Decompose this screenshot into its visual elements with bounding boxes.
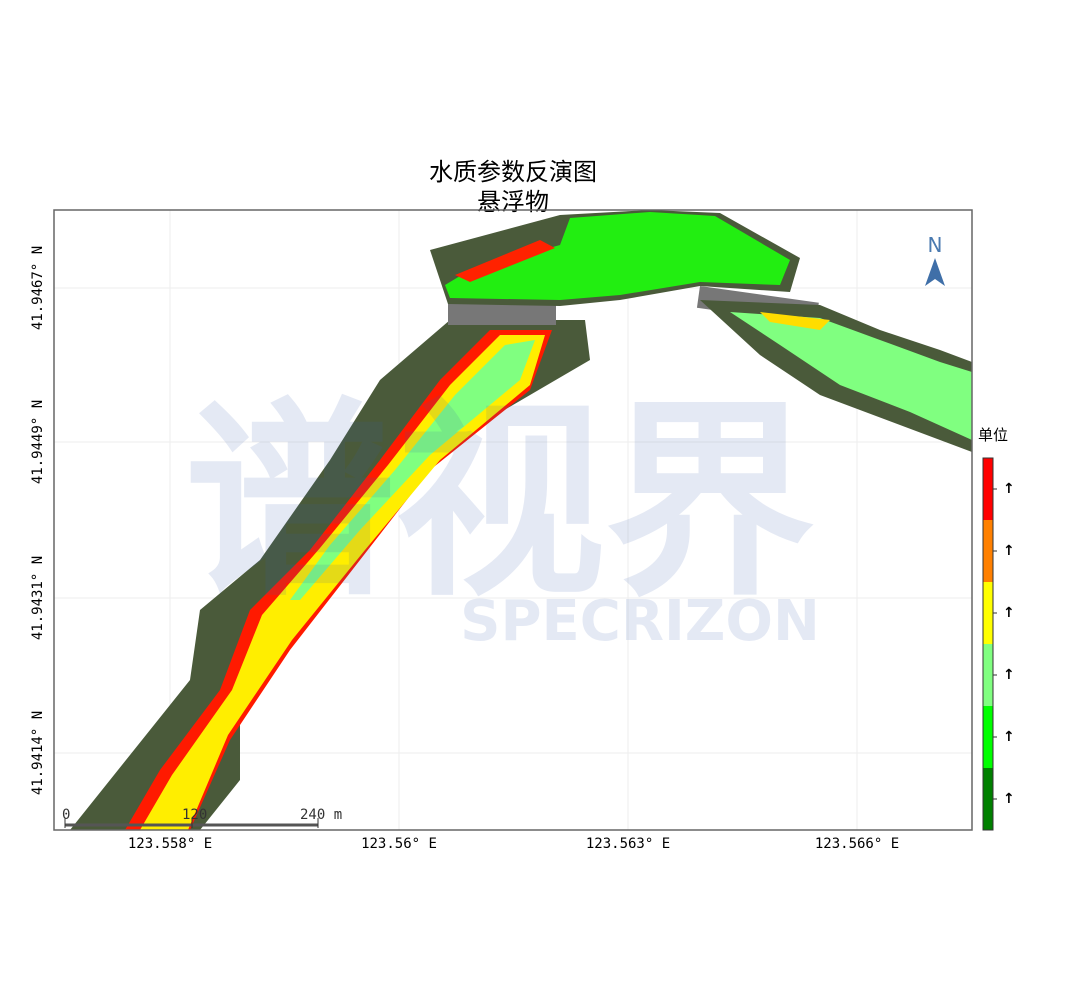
y-tick-label: 41.9414° N [30, 710, 46, 796]
water-right [730, 312, 972, 440]
water-mid [140, 335, 545, 830]
legend-unit-label: 单位 [978, 426, 1009, 444]
colorbar-tick-label: ↑ [1003, 791, 1015, 807]
colorbar-segment [983, 644, 993, 707]
colorbar-segment [983, 768, 993, 831]
x-tick-label: 123.56° E [361, 836, 437, 852]
scale-label-0: 0 [62, 807, 70, 823]
water-low [290, 340, 535, 600]
water-upper [445, 212, 790, 300]
map-title: 水质参数反演图 [429, 158, 597, 186]
colorbar-segment [983, 582, 993, 645]
colorbar-tick-label: ↑ [1003, 543, 1015, 559]
colorbar-segment [983, 706, 993, 769]
watermark: 谱视界 SPECRIZON [185, 380, 820, 654]
watermark-en: SPECRIZON [460, 589, 820, 654]
x-tick-label: 123.563° E [585, 836, 671, 852]
water-upper-edge [455, 240, 555, 282]
water-right-edge [760, 312, 830, 330]
svg-text:N: N [928, 233, 943, 257]
x-tick-label: 123.566° E [814, 836, 900, 852]
map-frame [53, 209, 973, 831]
colorbar-segment [983, 458, 993, 521]
colorbar-frame [982, 457, 994, 831]
scale-bar: 0 120 240 m [62, 807, 342, 828]
colorbar-tick-label: ↑ [1003, 667, 1015, 683]
colorbar-segment [983, 520, 993, 583]
scale-label-120: 120 [182, 807, 207, 823]
map-subtitle: 悬浮物 [477, 188, 549, 216]
colorbar-tick-label: ↑ [1003, 481, 1015, 497]
y-tick-label: 41.9467° N [30, 245, 46, 331]
y-tick-label: 41.9449° N [30, 399, 46, 485]
x-tick-label: 123.558° E [127, 836, 213, 852]
colorbar-tick-label: ↑ [1003, 729, 1015, 745]
colorbar [983, 458, 997, 831]
colorbar-tick-label: ↑ [1003, 605, 1015, 621]
north-arrow-icon: N [925, 233, 945, 286]
y-tick-label: 41.9431° N [30, 555, 46, 641]
scale-label-240: 240 m [300, 807, 342, 823]
watermark-cn: 谱视界 [185, 380, 815, 625]
